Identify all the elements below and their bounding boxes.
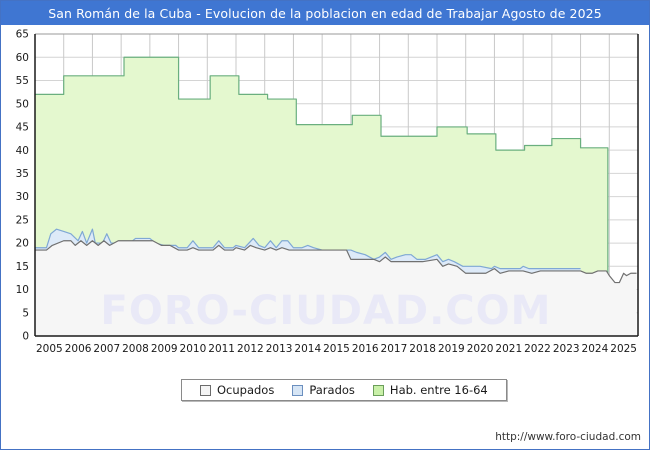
y-tick-label: 60 <box>16 52 29 64</box>
footer-url: http://www.foro-ciudad.com <box>495 431 641 443</box>
x-tick-label: 2009 <box>151 343 178 355</box>
x-tick-label: 2020 <box>467 343 494 355</box>
x-tick-label: 2015 <box>323 343 350 355</box>
legend-item-ocupados: Ocupados <box>200 383 274 397</box>
y-tick-label: 10 <box>16 284 29 296</box>
legend-item-hab-16-64: Hab. entre 16-64 <box>372 383 488 397</box>
y-tick-label: 15 <box>16 261 29 273</box>
x-tick-label: 2019 <box>438 343 465 355</box>
x-tick-label: 2006 <box>65 343 92 355</box>
x-tick-label: 2017 <box>381 343 408 355</box>
y-tick-label: 55 <box>16 75 29 87</box>
x-tick-label: 2021 <box>495 343 522 355</box>
x-tick-label: 2008 <box>122 343 149 355</box>
x-tick-label: 2011 <box>208 343 235 355</box>
x-tick-label: 2023 <box>553 343 580 355</box>
legend-label-hab-16-64: Hab. entre 16-64 <box>389 383 488 397</box>
legend-item-parados: Parados <box>292 383 355 397</box>
page-title: San Román de la Cuba - Evolucion de la p… <box>48 5 602 21</box>
x-tick-label: 2016 <box>352 343 379 355</box>
x-tick-label: 2024 <box>582 343 609 355</box>
x-tick-label: 2022 <box>524 343 551 355</box>
y-tick-label: 25 <box>16 214 29 226</box>
y-tick-label: 5 <box>22 307 29 319</box>
chart-area: 0 5 10 15 20 25 30 35 40 45 50 55 60 65 2005 2006 2007 20… <box>0 26 650 360</box>
y-tick-label: 0 <box>22 331 29 343</box>
y-tick-label: 20 <box>16 238 29 250</box>
y-tick-label: 35 <box>16 168 29 180</box>
x-tick-label: 2010 <box>180 343 207 355</box>
x-tick-label: 2005 <box>36 343 63 355</box>
x-tick-label: 2018 <box>409 343 436 355</box>
chart-legend: Ocupados Parados Hab. entre 16-64 <box>181 379 507 401</box>
y-tick-label: 65 <box>16 29 29 41</box>
series-line-hab-entre-16-64 <box>35 56 609 336</box>
y-tick-label: 45 <box>16 122 29 134</box>
x-tick-label: 2014 <box>294 343 321 355</box>
x-tick-label: 2025 <box>610 343 637 355</box>
legend-swatch-parados <box>292 384 304 396</box>
y-tick-label: 40 <box>16 145 29 157</box>
legend-label-parados: Parados <box>309 383 355 397</box>
legend-label-ocupados: Ocupados <box>217 383 275 397</box>
legend-swatch-hab-16-64 <box>372 384 384 396</box>
y-tick-label: 30 <box>16 191 29 203</box>
legend-swatch-ocupados <box>200 384 211 396</box>
series-area-ocupados <box>35 240 637 336</box>
series-line-parados <box>35 228 581 270</box>
y-tick-label: 50 <box>16 98 29 110</box>
x-tick-label: 2013 <box>266 343 293 355</box>
x-tick-label: 2007 <box>93 343 120 355</box>
series-line-ocupados <box>35 240 637 284</box>
window-title-bar: San Román de la Cuba - Evolucion de la p… <box>1 1 649 25</box>
x-tick-label: 2012 <box>237 343 264 355</box>
